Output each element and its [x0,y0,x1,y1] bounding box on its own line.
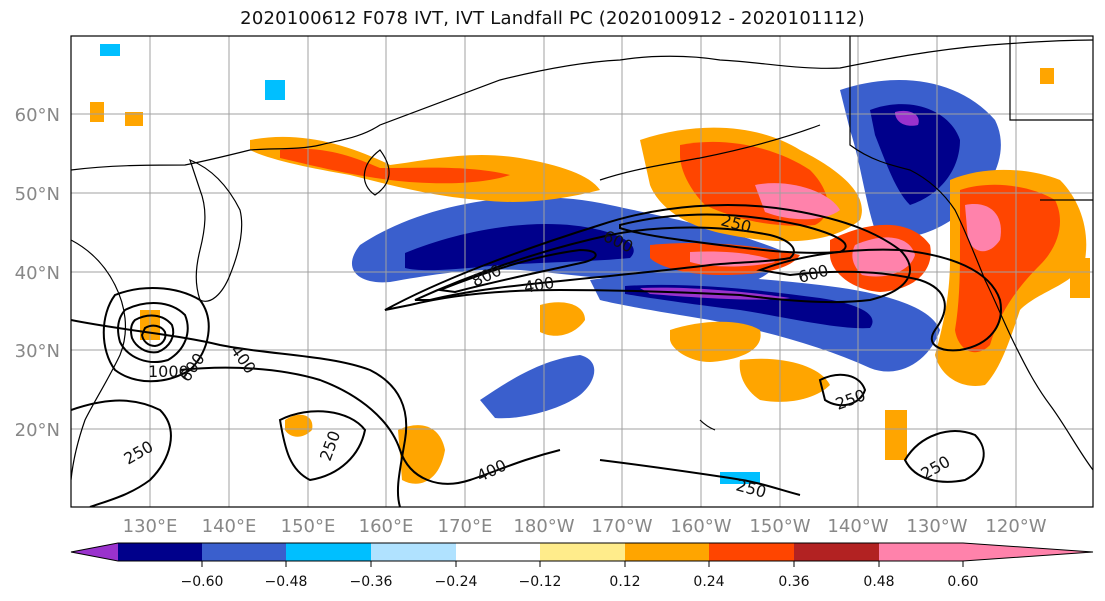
northern-coastline [71,39,1093,171]
colorbar-tick-label: −0.12 [519,574,562,590]
colorbar-ticks [201,561,964,567]
negative-core-north [405,223,634,271]
colorbar-segment [456,543,540,561]
small-patch [90,102,104,122]
positive-north-core [280,148,510,184]
colorbar-tick-label: 0.36 [778,574,809,590]
coastlines [71,36,1093,481]
lon-label: 120°W [985,516,1046,537]
contour-600-east [756,248,1002,352]
lon-label: 160°E [359,516,414,537]
negative-patch-subtropical [480,355,595,419]
small-patch [1070,258,1090,298]
lon-label: 150°E [281,516,336,537]
positive-patch-1 [670,321,761,362]
small-patch [265,80,285,100]
lat-label: 20°N [15,420,60,441]
contour-250-east [903,430,985,483]
colorbar-outline [70,542,1094,562]
typhoon-ring [130,314,175,354]
colorbar-segment [625,543,709,561]
small-patch [885,410,907,460]
lon-label: 170°W [591,516,652,537]
colorbar-segment [286,543,371,561]
small-patch [125,112,143,126]
lat-label: 40°N [15,263,60,284]
colorbar-segment [794,543,879,561]
kamchatka-coast [363,149,390,196]
colorbar-tick-label: 0.12 [609,574,640,590]
lat-labels: 60°N 50°N 40°N 30°N 20°N [15,105,60,441]
colorbar-segment [709,543,794,561]
colorbar-left-arrow [71,543,118,561]
small-patch [1040,68,1054,84]
contour-250-sw [71,399,172,507]
colorbar-labels: −0.60 −0.48 −0.36 −0.24 −0.12 0.12 0.24 … [181,574,979,590]
colorbar-segment [540,543,625,561]
contour-250-south [599,459,801,496]
contour-250-small [818,373,867,407]
lat-label: 50°N [15,184,60,205]
lat-label: 30°N [15,341,60,362]
colorbar-tick-label: 0.48 [863,574,894,590]
contour-400-south [179,366,561,485]
positive-patch-4 [739,358,830,402]
typhoon-ring [116,302,189,363]
colorbar-segment [371,543,456,561]
colorbar-segment [202,543,286,561]
colorbar-tick-label: 0.24 [693,574,724,590]
colorbar-tick-label: −0.36 [350,574,393,590]
hawaii [699,419,716,431]
contour-800 [436,248,597,294]
colorbar-tick-label: −0.48 [265,574,308,590]
lon-label: 140°E [202,516,257,537]
colorbar-tick-label: −0.60 [181,574,224,590]
colorbar-segment [879,543,963,561]
contour-250 [384,204,911,311]
lon-label: 150°W [749,516,810,537]
colorbar-right-arrow [963,543,1093,561]
aleutian-chain [599,124,821,181]
colorbar: −0.60 −0.48 −0.36 −0.24 −0.12 0.12 0.24 … [70,542,1094,590]
positive-gulf-pink [852,237,915,277]
contour-250-center [278,410,367,482]
colorbar-tick-label: 0.60 [947,574,978,590]
positive-west-coast-pink [965,204,1001,252]
map-border [70,35,1094,508]
negative-alaska-purple [895,110,919,126]
colorbar-segment [118,543,202,561]
positive-aleutian-pink [755,183,840,220]
colorbar-tick-label: −0.24 [435,574,478,590]
figure-title: 2020100612 F078 IVT, IVT Landfall PC (20… [240,8,865,29]
contour-label: 1000 [148,362,189,381]
lon-labels: 130°E 140°E 150°E 160°E 170°E 180°W 170°… [123,516,1047,537]
lon-label: 130°W [906,516,967,537]
contour-400 [414,226,795,301]
political-boundary [1009,36,1093,121]
north-america-west-coast [849,36,1093,471]
positive-patch-2 [540,302,585,336]
lon-label: 170°E [438,516,493,537]
typhoon-ring [140,324,167,348]
positive-patch-3 [398,425,445,484]
ivt-contours [71,204,1002,507]
ivt-shading-layer [90,44,1090,484]
lat-label: 60°N [15,105,60,126]
japan-coast [189,158,243,302]
lon-label: 160°W [670,516,731,537]
contour-250-west [71,319,408,507]
positive-patch-5 [285,414,313,437]
lon-label: 180°W [513,516,574,537]
east-asia-coast [71,239,126,481]
lon-label: 140°W [827,516,888,537]
lon-label: 130°E [123,516,178,537]
small-patch [100,44,120,56]
